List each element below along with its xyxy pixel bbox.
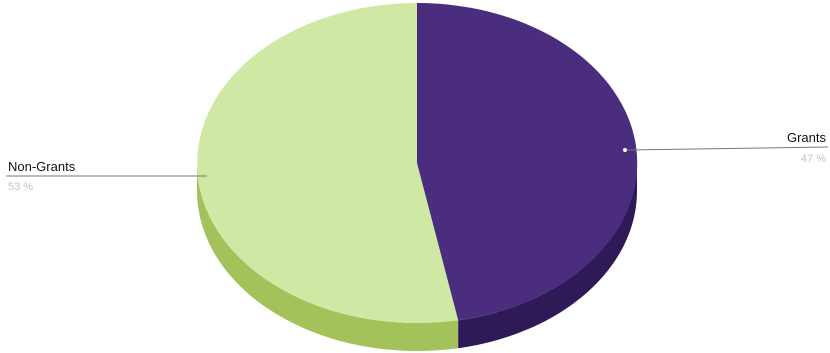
slice-side-grants [458,163,637,349]
leader-line-grants [624,146,829,151]
slice-non-grants [197,3,459,323]
slice-label-grants: Grants [787,130,827,145]
slice-label-non-grants: Non-Grants [8,159,76,174]
pie-side-walls [196,163,637,352]
slice-value-grants: 47 % [801,153,826,165]
leader-lines [6,146,829,177]
slice-value-non-grants: 53 % [8,181,33,193]
slice-labels: Grants 47 % Non-Grants 53 % [8,130,826,193]
slice-side-non-grants [196,163,459,352]
slice-grants [417,2,638,321]
pie-top [197,2,638,323]
leader-dot-grants [623,148,627,152]
